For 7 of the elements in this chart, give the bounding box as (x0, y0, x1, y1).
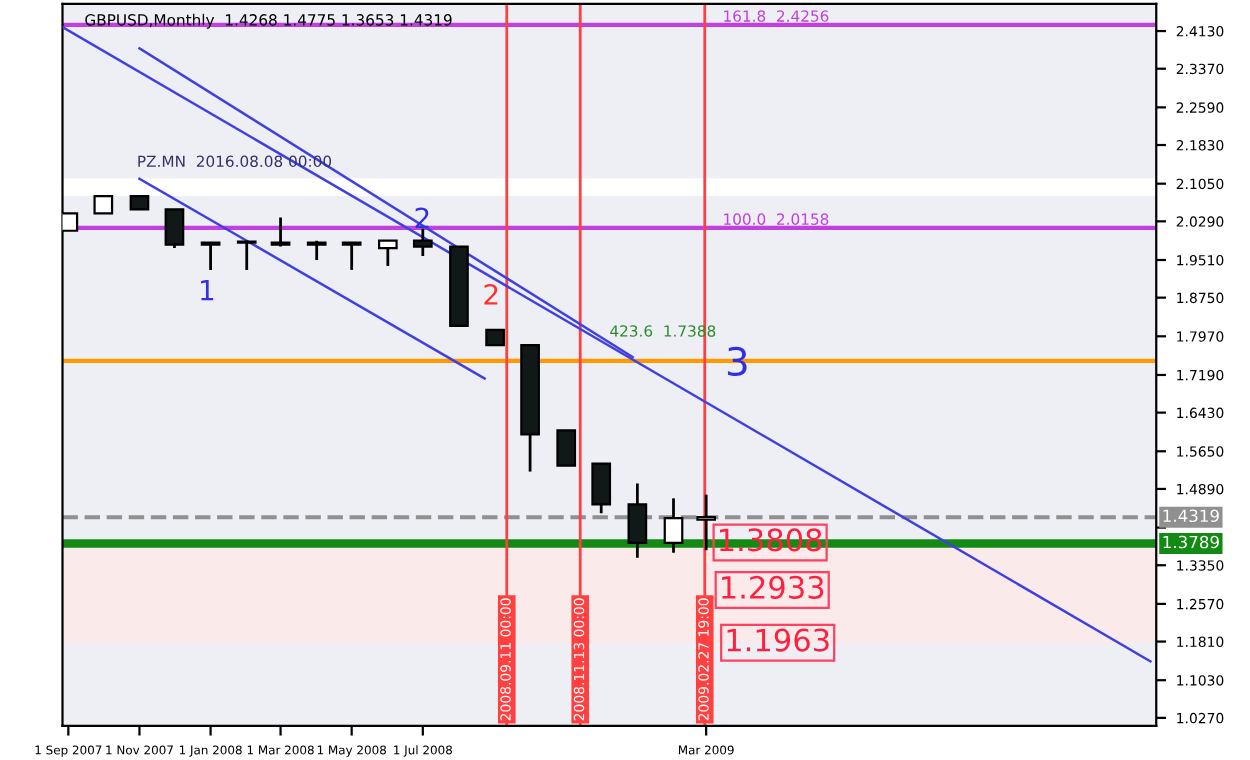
ref-line-label: 1.4319 (1163, 509, 1219, 523)
annotation: 2 (484, 283, 498, 305)
annotation: 1.1963 (727, 628, 829, 652)
annotation: 1 (201, 280, 214, 301)
ref-line-label: 1.3789 (1163, 535, 1219, 549)
annotation: 2 (415, 207, 429, 229)
annotation: 1.2933 (722, 575, 824, 599)
